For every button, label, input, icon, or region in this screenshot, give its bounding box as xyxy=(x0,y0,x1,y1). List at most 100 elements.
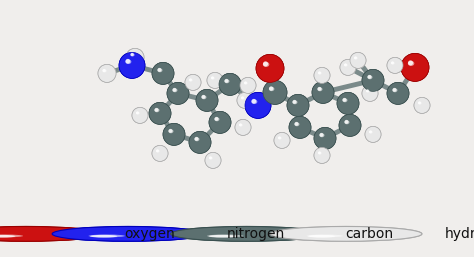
Ellipse shape xyxy=(201,95,207,99)
Ellipse shape xyxy=(239,124,243,126)
Circle shape xyxy=(241,96,244,99)
Ellipse shape xyxy=(202,95,216,110)
Circle shape xyxy=(362,69,384,91)
Ellipse shape xyxy=(173,88,187,103)
Circle shape xyxy=(225,79,228,83)
Ellipse shape xyxy=(345,121,359,135)
Circle shape xyxy=(152,145,168,161)
Circle shape xyxy=(149,102,171,124)
Circle shape xyxy=(337,92,359,114)
Circle shape xyxy=(239,123,242,126)
Circle shape xyxy=(287,94,309,116)
Circle shape xyxy=(201,95,205,99)
Circle shape xyxy=(163,123,185,145)
Circle shape xyxy=(171,226,322,241)
Circle shape xyxy=(318,87,321,91)
Ellipse shape xyxy=(189,79,192,81)
Ellipse shape xyxy=(155,108,159,112)
Circle shape xyxy=(362,85,378,101)
Circle shape xyxy=(362,85,378,101)
Circle shape xyxy=(350,52,366,68)
Circle shape xyxy=(240,77,256,93)
Circle shape xyxy=(391,61,394,64)
Ellipse shape xyxy=(367,75,373,79)
Ellipse shape xyxy=(156,150,167,160)
Ellipse shape xyxy=(241,97,252,107)
Ellipse shape xyxy=(131,53,143,65)
Circle shape xyxy=(132,107,148,123)
Circle shape xyxy=(319,133,323,137)
Circle shape xyxy=(98,64,116,82)
Ellipse shape xyxy=(0,235,23,237)
Circle shape xyxy=(414,97,430,113)
Circle shape xyxy=(209,111,231,133)
Circle shape xyxy=(362,69,384,91)
Circle shape xyxy=(340,59,356,75)
Ellipse shape xyxy=(292,100,298,104)
Circle shape xyxy=(173,88,176,92)
Ellipse shape xyxy=(245,82,255,92)
Circle shape xyxy=(237,92,253,108)
Circle shape xyxy=(132,107,148,123)
Circle shape xyxy=(194,137,199,141)
Ellipse shape xyxy=(157,68,163,72)
Circle shape xyxy=(167,82,189,104)
Ellipse shape xyxy=(278,137,289,147)
Circle shape xyxy=(401,53,429,81)
Circle shape xyxy=(163,123,185,145)
Circle shape xyxy=(189,131,211,153)
Ellipse shape xyxy=(354,57,357,60)
Text: carbon: carbon xyxy=(345,227,393,241)
Ellipse shape xyxy=(343,98,357,113)
Circle shape xyxy=(367,75,372,79)
Circle shape xyxy=(171,226,322,241)
Ellipse shape xyxy=(368,75,383,90)
Circle shape xyxy=(289,116,311,138)
Circle shape xyxy=(256,54,284,82)
Ellipse shape xyxy=(224,79,229,83)
Circle shape xyxy=(155,108,158,112)
Circle shape xyxy=(418,101,421,104)
Ellipse shape xyxy=(264,62,282,80)
Circle shape xyxy=(102,69,106,72)
Ellipse shape xyxy=(211,77,215,80)
Text: oxygen: oxygen xyxy=(125,227,175,241)
Circle shape xyxy=(156,149,159,152)
Circle shape xyxy=(196,89,218,111)
Ellipse shape xyxy=(190,79,200,89)
Circle shape xyxy=(314,127,336,149)
Circle shape xyxy=(339,114,361,136)
Ellipse shape xyxy=(392,88,398,92)
Circle shape xyxy=(339,114,361,136)
Ellipse shape xyxy=(137,112,147,122)
Circle shape xyxy=(387,82,409,104)
Circle shape xyxy=(387,57,403,73)
Circle shape xyxy=(343,98,346,102)
Circle shape xyxy=(157,68,162,72)
Circle shape xyxy=(0,226,102,241)
Circle shape xyxy=(207,72,223,88)
Circle shape xyxy=(263,61,268,66)
Ellipse shape xyxy=(319,152,329,162)
Circle shape xyxy=(292,100,296,104)
Circle shape xyxy=(314,147,330,163)
Ellipse shape xyxy=(94,228,192,237)
Circle shape xyxy=(294,122,299,126)
Ellipse shape xyxy=(318,87,332,102)
Circle shape xyxy=(274,132,290,148)
Circle shape xyxy=(235,119,251,135)
Ellipse shape xyxy=(418,102,421,105)
Circle shape xyxy=(278,136,281,139)
Circle shape xyxy=(126,59,130,63)
Ellipse shape xyxy=(89,235,125,237)
Circle shape xyxy=(207,72,223,88)
Circle shape xyxy=(269,86,273,91)
Circle shape xyxy=(287,94,309,116)
Ellipse shape xyxy=(251,99,257,104)
Circle shape xyxy=(98,64,116,82)
Circle shape xyxy=(0,235,16,237)
Circle shape xyxy=(312,81,334,103)
Circle shape xyxy=(345,120,348,124)
Ellipse shape xyxy=(320,133,334,148)
Circle shape xyxy=(314,127,336,149)
